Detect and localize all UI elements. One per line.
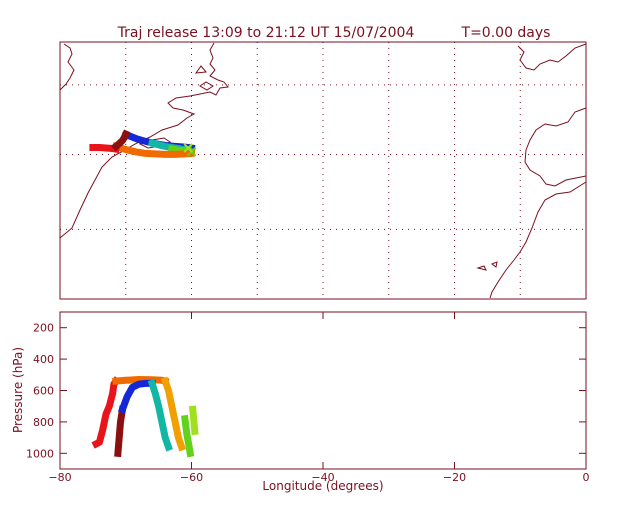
profile-series-line [160, 376, 187, 452]
coast-canaries [476, 261, 498, 271]
coast-hudson [59, 43, 75, 91]
y-tick-label: 600 [33, 385, 54, 398]
map-frame [59, 41, 587, 300]
y-tick-label: 400 [33, 353, 54, 366]
x-tick-label: −40 [311, 471, 334, 484]
time-label: T=0.00 days [461, 25, 551, 41]
profile-series-line [91, 376, 121, 449]
profile-series [91, 376, 199, 458]
profile-series-line [118, 379, 156, 414]
x-tick-label: −80 [48, 471, 71, 484]
profile-series-line [147, 379, 173, 452]
coast-labrador-islands [194, 65, 214, 91]
profile-axes: −80 −60 −40 −20 0 200 400 600 800 1000 [26, 312, 590, 484]
profile-frame [59, 311, 587, 470]
map-trajectories [89, 129, 197, 158]
y-tick-label: 800 [33, 416, 54, 429]
profile-panel: −80 −60 −40 −20 0 200 400 600 800 1000 Longitude … [11, 311, 590, 493]
y-tick-label: 200 [33, 322, 54, 335]
y-tick-label: 1000 [26, 447, 54, 460]
y-axis-label: Pressure (hPa) [11, 347, 25, 433]
x-tick-label: −60 [180, 471, 203, 484]
profile-series-line [180, 414, 195, 458]
x-tick-label: −20 [443, 471, 466, 484]
x-axis-label: Longitude (degrees) [262, 479, 383, 493]
chart-title: Traj release 13:09 to 21:12 UT 15/07/200… [117, 25, 415, 41]
map-trajectory [89, 144, 120, 154]
map-panel [59, 41, 587, 300]
profile-series-line [188, 405, 199, 436]
map-coastlines [59, 42, 587, 299]
x-tick-label: 0 [583, 471, 590, 484]
map-trajectory [111, 141, 196, 158]
coast-iberia [524, 107, 587, 187]
map-trajectory [110, 129, 131, 152]
coast-africa [489, 181, 587, 299]
coast-europe-north [517, 43, 587, 71]
coast-north-america [59, 42, 229, 239]
profile-series-line [114, 405, 127, 458]
release-marker [183, 143, 193, 153]
map-grid [60, 42, 586, 299]
